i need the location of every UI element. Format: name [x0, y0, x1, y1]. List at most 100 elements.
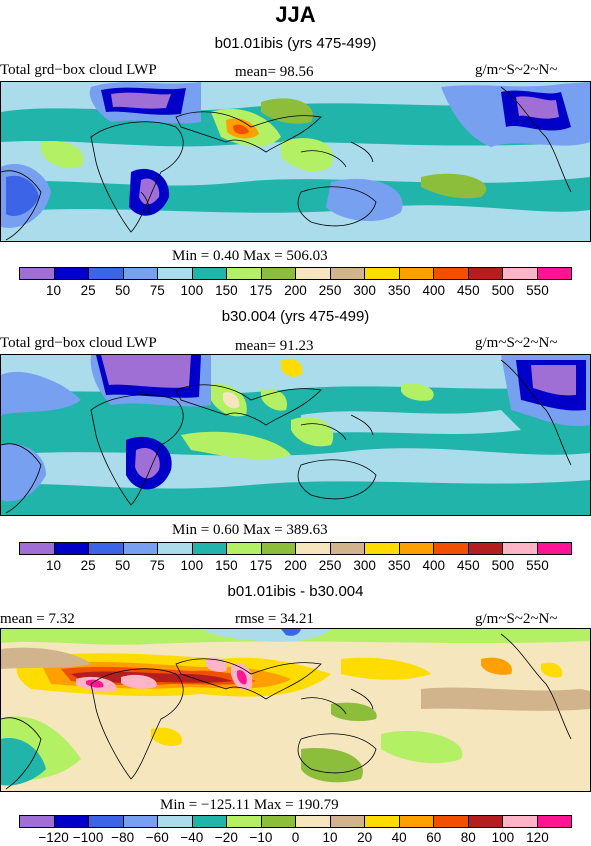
colorbar-swatch	[296, 543, 331, 554]
panel-2-minmax: Min = 0.60 Max = 389.63	[172, 522, 328, 538]
panel-1-minmax: Min = 0.40 Max = 506.03	[172, 248, 328, 264]
colorbar-tick-label: −60	[145, 830, 169, 845]
colorbar-tick-label: 20	[357, 830, 373, 845]
panel-3-mean-label: mean = 7.32	[0, 611, 75, 627]
colorbar-swatch	[261, 816, 296, 827]
panel-2-subtitle: b30.004 (yrs 475-499)	[221, 308, 370, 325]
colorbar-tick-label: 175	[249, 283, 273, 298]
colorbar-swatch	[54, 816, 89, 827]
colorbar-tick-label: 400	[422, 558, 446, 573]
colorbar-tick-label: 175	[249, 558, 273, 573]
colorbar-tick-label: 350	[387, 558, 411, 573]
colorbar-swatch	[54, 543, 89, 554]
colorbar-swatch	[503, 268, 538, 279]
panel-1-subtitle: b01.01ibis (yrs 475-499)	[214, 35, 377, 52]
colorbar-swatch	[123, 543, 158, 554]
panel-2-colorbar-ticks: 10 25 50 75 100 150 175 200 250 300 350 400 450 500 55…	[19, 558, 572, 574]
colorbar-swatch	[158, 816, 193, 827]
colorbar-swatch	[365, 268, 400, 279]
colorbar-tick-label: 60	[426, 830, 442, 845]
colorbar-swatch	[434, 543, 469, 554]
panel-2-map	[0, 354, 591, 516]
colorbar-swatch	[192, 268, 227, 279]
colorbar-tick-label: 25	[80, 283, 96, 298]
panel-3-map	[0, 628, 591, 792]
panel-2-colorbar	[19, 542, 572, 555]
colorbar-tick-label: 550	[526, 558, 549, 573]
colorbar-tick-label: 120	[526, 830, 549, 845]
colorbar-tick-label: 50	[115, 558, 131, 573]
panel-3-subtitle: b01.01ibis - b30.004	[227, 583, 364, 600]
colorbar-swatch	[537, 543, 571, 554]
colorbar-tick-label: −20	[214, 830, 238, 845]
colorbar-swatch	[158, 268, 193, 279]
colorbar-swatch	[192, 816, 227, 827]
colorbar-tick-label: −10	[249, 830, 273, 845]
colorbar-tick-label: 100	[491, 830, 515, 845]
panel-1-colorbar-ticks: 10 25 50 75 100 150 175 200 250 300 350 400 450 500 55…	[19, 283, 572, 299]
colorbar-swatch	[468, 543, 503, 554]
colorbar-tick-label: 200	[284, 283, 307, 298]
colorbar-swatch	[503, 543, 538, 554]
colorbar-tick-label: 25	[80, 558, 96, 573]
colorbar-swatch	[399, 543, 434, 554]
colorbar-tick-label: −40	[180, 830, 204, 845]
colorbar-tick-label: 10	[46, 558, 62, 573]
colorbar-swatch	[20, 816, 55, 827]
colorbar-swatch	[330, 816, 365, 827]
colorbar-swatch	[399, 816, 434, 827]
page-title: JJA	[275, 2, 316, 27]
panel-3-minmax: Min = −125.11 Max = 190.79	[160, 797, 339, 813]
panel-2-mean-label: mean= 91.23	[235, 338, 314, 354]
colorbar-tick-label: 200	[284, 558, 307, 573]
colorbar-tick-label: 0	[291, 830, 300, 845]
colorbar-tick-label: −100	[72, 830, 104, 845]
colorbar-swatch	[537, 268, 571, 279]
colorbar-tick-label: 300	[353, 283, 376, 298]
colorbar-tick-label: 75	[149, 283, 165, 298]
colorbar-tick-label: 250	[318, 283, 342, 298]
colorbar-swatch	[399, 268, 434, 279]
colorbar-swatch	[89, 268, 124, 279]
colorbar-swatch	[330, 543, 365, 554]
colorbar-swatch	[227, 268, 262, 279]
colorbar-swatch	[468, 816, 503, 827]
colorbar-tick-label: 50	[115, 283, 131, 298]
colorbar-tick-label: 40	[391, 830, 407, 845]
colorbar-swatch	[537, 816, 571, 827]
colorbar-swatch	[227, 816, 262, 827]
colorbar-swatch	[330, 268, 365, 279]
panel-1-colorbar	[19, 267, 572, 280]
colorbar-tick-label: −120	[38, 830, 69, 845]
colorbar-tick-label: 10	[322, 830, 338, 845]
colorbar-swatch	[227, 543, 262, 554]
panel-2-units-label: g/m~S~2~N~	[475, 335, 558, 351]
colorbar-swatch	[365, 543, 400, 554]
colorbar-tick-label: 150	[215, 558, 238, 573]
colorbar-swatch	[503, 816, 538, 827]
colorbar-swatch	[434, 268, 469, 279]
colorbar-swatch	[296, 268, 331, 279]
panel-1-map	[0, 81, 591, 242]
panel-3-units-label: g/m~S~2~N~	[475, 611, 558, 627]
panel-1-variable-label: Total grd−box cloud LWP	[0, 62, 157, 78]
colorbar-swatch	[261, 268, 296, 279]
colorbar-tick-label: 350	[387, 283, 411, 298]
colorbar-tick-label: 150	[215, 283, 238, 298]
colorbar-swatch	[89, 816, 124, 827]
colorbar-swatch	[89, 543, 124, 554]
colorbar-tick-label: 100	[180, 283, 204, 298]
panel-2-variable-label: Total grd−box cloud LWP	[0, 335, 157, 351]
colorbar-swatch	[434, 816, 469, 827]
panel-3-colorbar	[19, 815, 572, 828]
panel-3-colorbar-ticks: −120 −100 −80 −60 −40 −20 −10 0 10 20 40 60 80 100 120	[19, 830, 572, 846]
colorbar-swatch	[365, 816, 400, 827]
colorbar-tick-label: 75	[149, 558, 165, 573]
colorbar-swatch	[123, 816, 158, 827]
colorbar-swatch	[192, 543, 227, 554]
panel-1-units-label: g/m~S~2~N~	[475, 62, 558, 78]
colorbar-tick-label: 450	[457, 558, 480, 573]
colorbar-tick-label: 100	[180, 558, 204, 573]
colorbar-tick-label: 10	[46, 283, 62, 298]
colorbar-tick-label: 80	[460, 830, 476, 845]
